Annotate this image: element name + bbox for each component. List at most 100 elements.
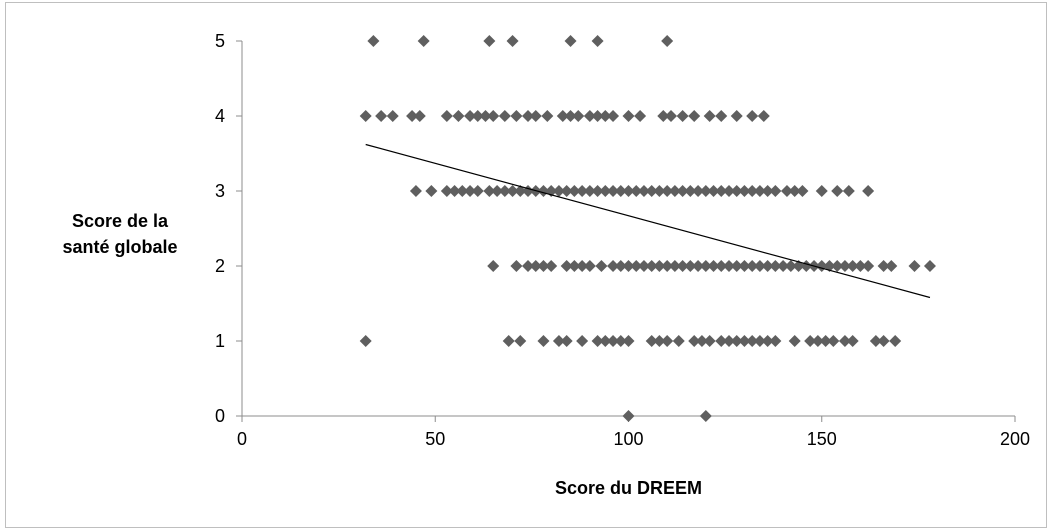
data-point — [622, 335, 635, 347]
data-point — [854, 260, 867, 272]
data-point — [522, 110, 535, 122]
data-point — [529, 260, 542, 272]
data-point — [645, 260, 658, 272]
data-point — [684, 260, 697, 272]
data-point — [827, 335, 840, 347]
data-point — [788, 335, 801, 347]
data-point — [707, 260, 720, 272]
x-tick-label: 100 — [613, 429, 643, 449]
data-point — [761, 335, 774, 347]
data-point — [637, 260, 650, 272]
data-point — [753, 335, 766, 347]
data-point — [769, 185, 782, 197]
data-point — [703, 110, 716, 122]
data-point — [688, 335, 701, 347]
data-point — [838, 260, 851, 272]
data-point — [831, 185, 844, 197]
data-point — [738, 335, 751, 347]
data-point — [375, 110, 388, 122]
data-point — [359, 110, 372, 122]
data-point — [645, 185, 658, 197]
data-point — [614, 335, 627, 347]
data-point — [471, 185, 484, 197]
data-point — [425, 185, 438, 197]
data-point — [746, 260, 759, 272]
data-point — [703, 335, 716, 347]
data-point — [842, 185, 855, 197]
data-point — [514, 185, 527, 197]
data-point — [409, 185, 422, 197]
data-point — [715, 110, 728, 122]
data-point — [576, 185, 589, 197]
data-point — [684, 185, 697, 197]
data-point — [448, 185, 461, 197]
data-point — [676, 110, 689, 122]
data-point — [730, 185, 743, 197]
data-point — [471, 110, 484, 122]
data-point — [607, 185, 620, 197]
data-point — [653, 260, 666, 272]
data-point — [730, 335, 743, 347]
data-point — [417, 35, 430, 47]
data-point — [722, 185, 735, 197]
data-point — [576, 335, 589, 347]
data-point — [607, 260, 620, 272]
data-point — [869, 335, 882, 347]
data-point — [777, 260, 790, 272]
data-point — [692, 260, 705, 272]
data-point — [715, 335, 728, 347]
data-point — [769, 335, 782, 347]
data-point — [788, 185, 801, 197]
data-point — [661, 35, 674, 47]
data-point — [595, 260, 608, 272]
data-point — [537, 335, 550, 347]
data-point — [885, 260, 898, 272]
data-point — [514, 335, 527, 347]
data-point — [715, 185, 728, 197]
data-point — [599, 185, 612, 197]
data-point — [746, 335, 759, 347]
data-point — [622, 110, 635, 122]
data-point — [479, 110, 492, 122]
data-point — [699, 185, 712, 197]
data-point — [695, 335, 708, 347]
data-point — [676, 185, 689, 197]
data-point — [811, 335, 824, 347]
data-point — [386, 110, 399, 122]
data-point — [877, 335, 890, 347]
data-point — [583, 185, 596, 197]
data-point — [637, 185, 650, 197]
data-point — [877, 260, 890, 272]
data-point — [846, 335, 859, 347]
data-point — [599, 335, 612, 347]
data-point — [440, 185, 453, 197]
data-point — [746, 110, 759, 122]
data-point — [591, 335, 604, 347]
data-point — [815, 185, 828, 197]
data-point — [568, 260, 581, 272]
data-point — [607, 335, 620, 347]
x-axis-title: Score du DREEM — [555, 478, 702, 498]
data-point — [722, 260, 735, 272]
x-tick-label: 150 — [807, 429, 837, 449]
data-point — [510, 260, 523, 272]
data-point — [583, 260, 596, 272]
data-point — [483, 185, 496, 197]
data-point — [908, 260, 921, 272]
data-point — [591, 110, 604, 122]
data-point — [831, 260, 844, 272]
data-point — [630, 185, 643, 197]
data-point — [599, 110, 612, 122]
data-point — [560, 185, 573, 197]
data-point — [923, 260, 936, 272]
data-point — [487, 260, 500, 272]
data-point — [645, 335, 658, 347]
data-point — [661, 335, 674, 347]
data-point — [761, 185, 774, 197]
data-point — [367, 35, 380, 47]
data-point — [622, 185, 635, 197]
data-point — [576, 260, 589, 272]
trendline — [365, 143, 931, 299]
data-point — [552, 335, 565, 347]
data-point — [630, 260, 643, 272]
